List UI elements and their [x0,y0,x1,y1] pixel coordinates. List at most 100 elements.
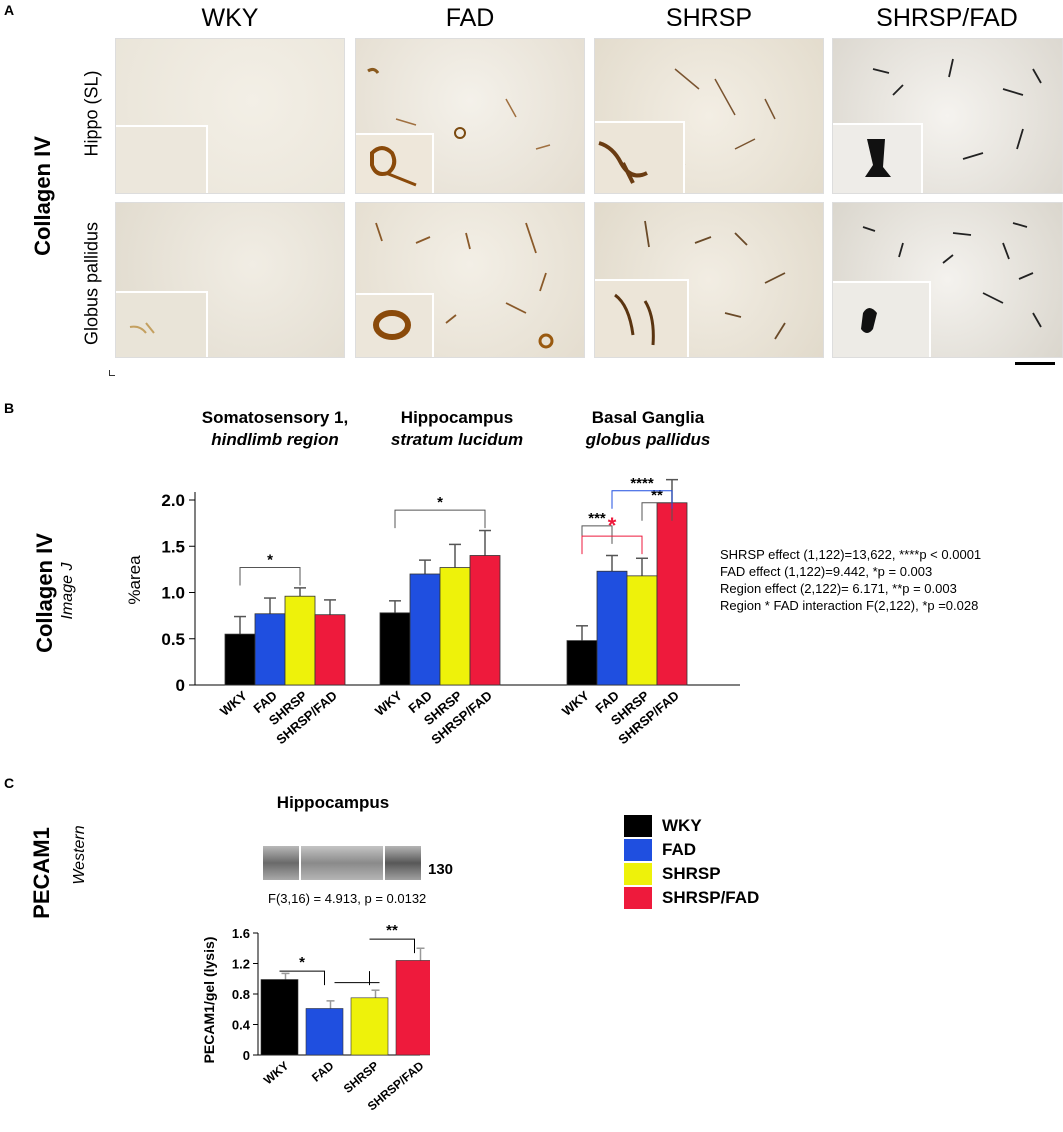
x-tick-label: WKY [217,688,250,719]
legend-label: FAD [662,840,696,859]
row-label-hippo: Hippo (SL) [81,70,102,157]
group-title-somatosensory: Somatosensory 1, hindlimb region [155,407,395,451]
significance-label: * [608,513,617,538]
panel-b-letter: B [4,400,15,416]
legend-swatch [624,839,652,861]
micrograph-inset [833,281,931,357]
scale-bar [1015,362,1055,365]
column-header-shrsp: SHRSP [665,4,753,32]
panel-b-stats: SHRSP effect (1,122)=13,622, ****p < 0.0… [720,546,981,614]
column-header-wky: WKY [201,4,259,32]
significance-label: ** [386,922,398,939]
group-subtitle-line: hindlimb region [211,430,339,449]
row-label-globus-pallidus: Globus pallidus [81,221,102,346]
legend-swatch [624,815,652,837]
significance-bracket [581,535,643,555]
significance-label: * [437,494,443,511]
group-subtitle-line: globus pallidus [585,430,711,449]
micrograph-fad-hippo [355,38,585,194]
micrograph-inset [356,293,434,357]
bar-wky [224,633,256,686]
x-tick-label: SHRSP [341,1059,382,1096]
group-title-line: Hippocampus [400,408,514,427]
micrograph-inset [595,121,685,193]
pecam1-bar-chart: 0 0.4 0.8 1.2 1.6 PECAM1/gel (lysis) WKY FAD SHR… [201,922,430,1113]
significance-bracket [641,502,673,521]
micrograph-shrsp-hippo [594,38,824,194]
panel-a-stain-label: Collagen IV [30,136,55,256]
significance-label: * [299,954,305,971]
micrograph-shrsp-fad-hippo [832,38,1063,194]
y-axis-title: %area [125,555,144,605]
micrograph-inset [116,291,208,357]
panel-a-letter: A [4,2,15,18]
legend-label: WKY [662,816,702,835]
bar-shrsp [439,567,471,686]
significance-bracket [369,938,415,954]
panel-c-letter: C [4,775,15,791]
bar-shrsp [284,595,316,686]
legend-label: SHRSP [662,864,721,883]
significance-bracket [239,567,301,586]
bar-shrsp [626,575,658,686]
stats-line: Region * FAD interaction F(2,122), *p =0… [720,598,979,613]
y-tick-label: 0.8 [232,987,250,1002]
bar-shrsp-fad [469,555,501,686]
micrograph-shrsp-fad-gp [832,202,1063,358]
y-tick-label: 0 [243,1048,250,1063]
micrograph-inset [833,123,923,193]
bar-wky [379,612,411,686]
column-header-fad: FAD [445,4,495,32]
significance-label: *** [588,510,606,527]
bar-wky [260,979,299,1056]
panel-c-title: Hippocampus [276,793,390,812]
x-tick-label: WKY [372,688,405,719]
micrograph-inset [116,125,208,193]
micrograph-fad-gp [355,202,585,358]
micrograph-wky-hippo [115,38,345,194]
western-blot-image [263,846,421,880]
significance-bracket [394,509,486,529]
bar-fad [254,613,286,686]
y-tick-label: 0 [176,676,185,695]
legend-swatch [624,863,652,885]
micrograph-wky-gp [115,202,345,358]
bar-fad [305,1008,344,1056]
anova-text: F(3,16) = 4.913, p = 0.0132 [268,891,427,906]
micrograph-shrsp-gp [594,202,824,358]
crop-mark [109,370,115,376]
bar-shrsp-fad [656,502,688,686]
y-tick-label: 0.5 [161,630,185,649]
bar-shrsp-fad [314,614,346,686]
x-tick-label: FAD [309,1058,337,1084]
y-tick-label: 0.4 [232,1018,251,1033]
y-tick-label: 1.6 [232,926,250,941]
significance-label: * [267,552,273,569]
column-header-shrsp-fad: SHRSP/FAD [876,4,1018,32]
legend-swatch [624,887,652,909]
y-tick-label: 1.2 [232,957,250,972]
group-title-line: Somatosensory 1, [201,408,349,427]
group-title-line: Basal Ganglia [591,408,705,427]
legend-item-wky: WKY [624,815,702,837]
significance-label: ** [651,487,663,504]
stats-line: FAD effect (1,122)=9.442, *p = 0.003 [720,564,933,579]
y-axis-title: PECAM1/gel (lysis) [201,937,217,1064]
bar-shrsp [350,997,389,1056]
significance-bracket [279,970,325,986]
significance-bracket [581,525,613,544]
bar-fad [409,573,441,686]
stats-line: SHRSP effect (1,122)=13,622, ****p < 0.0… [720,547,982,562]
y-tick-label: 2.0 [161,491,185,510]
group-title-hippocampus: Hippocampus stratum lucidum [357,407,557,451]
significance-bracket [611,490,673,509]
legend-item-fad: FAD [624,839,696,861]
y-tick-label: 1.5 [161,537,185,556]
panel-b-measure-label: Collagen IV [32,533,57,653]
legend-item-shrsp: SHRSP [624,863,721,885]
legend-item-shrsp-fad: SHRSP/FAD [624,887,759,909]
legend-label: SHRSP/FAD [662,888,760,907]
y-tick-label: 1.0 [161,584,185,603]
blot-mw-label: 130 [428,861,454,878]
